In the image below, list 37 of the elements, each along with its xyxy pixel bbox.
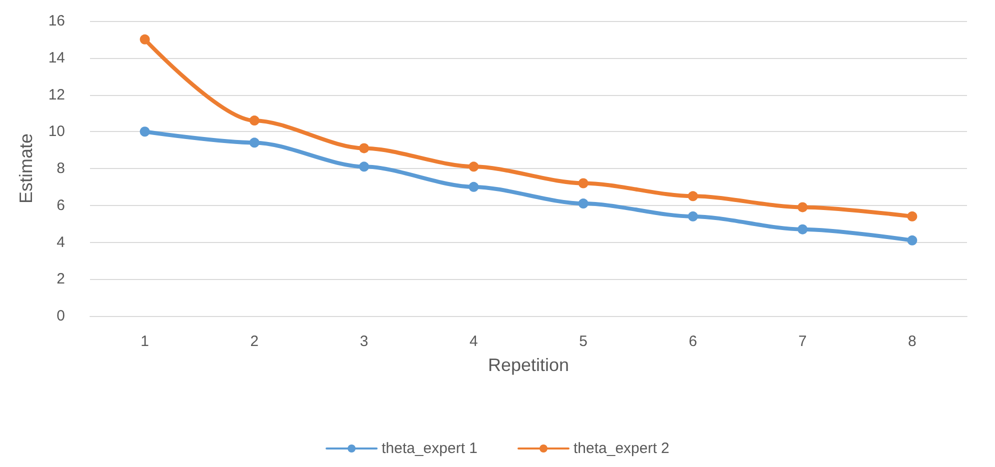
x-tick-label: 7 bbox=[798, 333, 807, 350]
point bbox=[688, 211, 698, 222]
x-tick-label: 6 bbox=[688, 333, 698, 350]
x-tick-label: 8 bbox=[908, 333, 916, 350]
y-tick-label: 14 bbox=[48, 49, 65, 66]
x-tick-label: 4 bbox=[470, 333, 478, 350]
y-tick-label: 10 bbox=[48, 123, 65, 140]
point bbox=[907, 211, 918, 222]
x-tick-label: 3 bbox=[360, 333, 368, 350]
legend-label: theta_expert 2 bbox=[574, 440, 670, 457]
y-tick-label: 16 bbox=[48, 12, 65, 30]
y-tick-label: 12 bbox=[48, 86, 65, 104]
point bbox=[578, 178, 588, 188]
point bbox=[249, 116, 260, 126]
y-tick-label: 4 bbox=[56, 234, 65, 251]
x-tick-label: 2 bbox=[250, 333, 259, 350]
point bbox=[688, 191, 698, 202]
point bbox=[468, 162, 479, 172]
point bbox=[798, 224, 808, 234]
point bbox=[578, 198, 588, 209]
point bbox=[359, 143, 370, 154]
y-tick-label: 6 bbox=[56, 196, 65, 214]
y-tick-label: 0 bbox=[56, 308, 65, 324]
x-tick-label: 1 bbox=[140, 333, 149, 350]
point bbox=[798, 202, 808, 212]
x-axis-title: Repetition bbox=[488, 355, 570, 375]
y-axis-title: Estimate bbox=[16, 133, 36, 204]
legend-label: theta_expert 1 bbox=[382, 440, 478, 457]
point bbox=[907, 235, 918, 246]
point bbox=[468, 182, 479, 192]
x-tick-label: 5 bbox=[579, 333, 588, 350]
point bbox=[249, 138, 260, 148]
point bbox=[140, 126, 150, 137]
point bbox=[359, 162, 370, 172]
y-tick-label: 8 bbox=[56, 160, 65, 177]
point bbox=[140, 34, 150, 44]
y-tick-label: 2 bbox=[56, 270, 65, 288]
